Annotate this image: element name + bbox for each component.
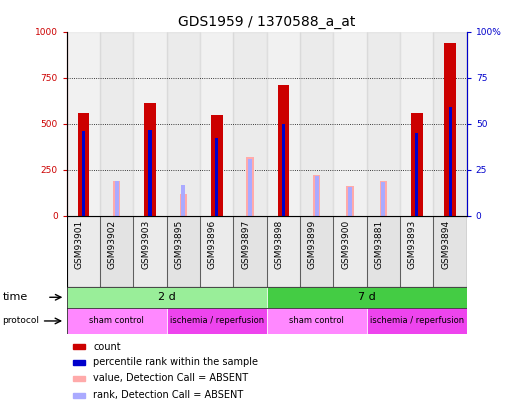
Bar — [100, 32, 133, 216]
Bar — [433, 216, 467, 287]
Text: GSM93901: GSM93901 — [74, 220, 83, 269]
Text: rank, Detection Call = ABSENT: rank, Detection Call = ABSENT — [93, 390, 244, 400]
Bar — [282, 124, 285, 216]
Text: sham control: sham control — [289, 316, 344, 326]
Bar — [315, 176, 319, 216]
Bar — [200, 32, 233, 216]
Bar — [267, 287, 467, 308]
Bar — [367, 308, 467, 334]
Bar — [246, 157, 254, 216]
Bar — [77, 113, 89, 216]
Text: GSM93896: GSM93896 — [208, 220, 216, 269]
Bar — [448, 107, 452, 216]
Text: GSM93900: GSM93900 — [341, 220, 350, 269]
Bar — [400, 216, 433, 287]
Bar — [167, 216, 200, 287]
Text: GSM93897: GSM93897 — [241, 220, 250, 269]
Bar — [67, 287, 267, 308]
Bar — [100, 216, 133, 287]
Bar — [167, 308, 267, 334]
Bar — [233, 32, 267, 216]
Bar — [333, 32, 367, 216]
Text: GSM93881: GSM93881 — [374, 220, 384, 269]
Bar — [133, 32, 167, 216]
Text: count: count — [93, 342, 121, 352]
Bar — [400, 32, 433, 216]
Bar — [215, 139, 219, 216]
Bar — [73, 392, 85, 398]
Bar — [267, 308, 367, 334]
Bar — [267, 216, 300, 287]
Bar — [346, 186, 354, 216]
Bar — [300, 32, 333, 216]
Bar — [211, 115, 223, 216]
Bar — [200, 216, 233, 287]
Text: GSM93898: GSM93898 — [274, 220, 283, 269]
Text: 2 d: 2 d — [158, 292, 175, 302]
Bar — [433, 32, 467, 216]
Bar — [148, 130, 152, 216]
Text: protocol: protocol — [3, 316, 40, 326]
Text: value, Detection Call = ABSENT: value, Detection Call = ABSENT — [93, 373, 248, 383]
Text: GSM93899: GSM93899 — [308, 220, 317, 269]
Bar — [348, 187, 352, 216]
Text: ischemia / reperfusion: ischemia / reperfusion — [370, 316, 464, 326]
Bar — [444, 43, 456, 216]
Bar — [300, 216, 333, 287]
Bar — [133, 216, 167, 287]
Text: GSM93903: GSM93903 — [141, 220, 150, 269]
Bar — [248, 159, 252, 216]
Bar — [144, 103, 156, 216]
Bar — [382, 182, 385, 216]
Bar — [415, 133, 419, 216]
Text: percentile rank within the sample: percentile rank within the sample — [93, 358, 259, 367]
Text: GSM93895: GSM93895 — [174, 220, 183, 269]
Text: 7 d: 7 d — [358, 292, 376, 302]
Bar — [167, 32, 200, 216]
Bar — [380, 181, 387, 216]
Bar — [67, 216, 100, 287]
Bar — [313, 175, 321, 216]
Bar — [278, 85, 289, 216]
Text: GSM93893: GSM93893 — [408, 220, 417, 269]
Text: time: time — [3, 292, 28, 302]
Bar — [73, 375, 85, 381]
Bar — [67, 32, 100, 216]
Bar — [67, 308, 167, 334]
Bar — [115, 181, 119, 216]
Bar — [367, 216, 400, 287]
Text: GSM93902: GSM93902 — [108, 220, 116, 269]
Bar — [73, 360, 85, 365]
Bar — [82, 131, 85, 216]
Bar — [333, 216, 367, 287]
Title: GDS1959 / 1370588_a_at: GDS1959 / 1370588_a_at — [178, 15, 356, 29]
Bar — [113, 181, 121, 216]
Text: sham control: sham control — [89, 316, 144, 326]
Text: GSM93894: GSM93894 — [441, 220, 450, 269]
Bar — [182, 185, 185, 216]
Bar — [233, 216, 267, 287]
Bar — [411, 113, 423, 216]
Text: ischemia / reperfusion: ischemia / reperfusion — [170, 316, 264, 326]
Bar — [267, 32, 300, 216]
Bar — [73, 344, 85, 350]
Bar — [367, 32, 400, 216]
Bar — [180, 194, 187, 216]
